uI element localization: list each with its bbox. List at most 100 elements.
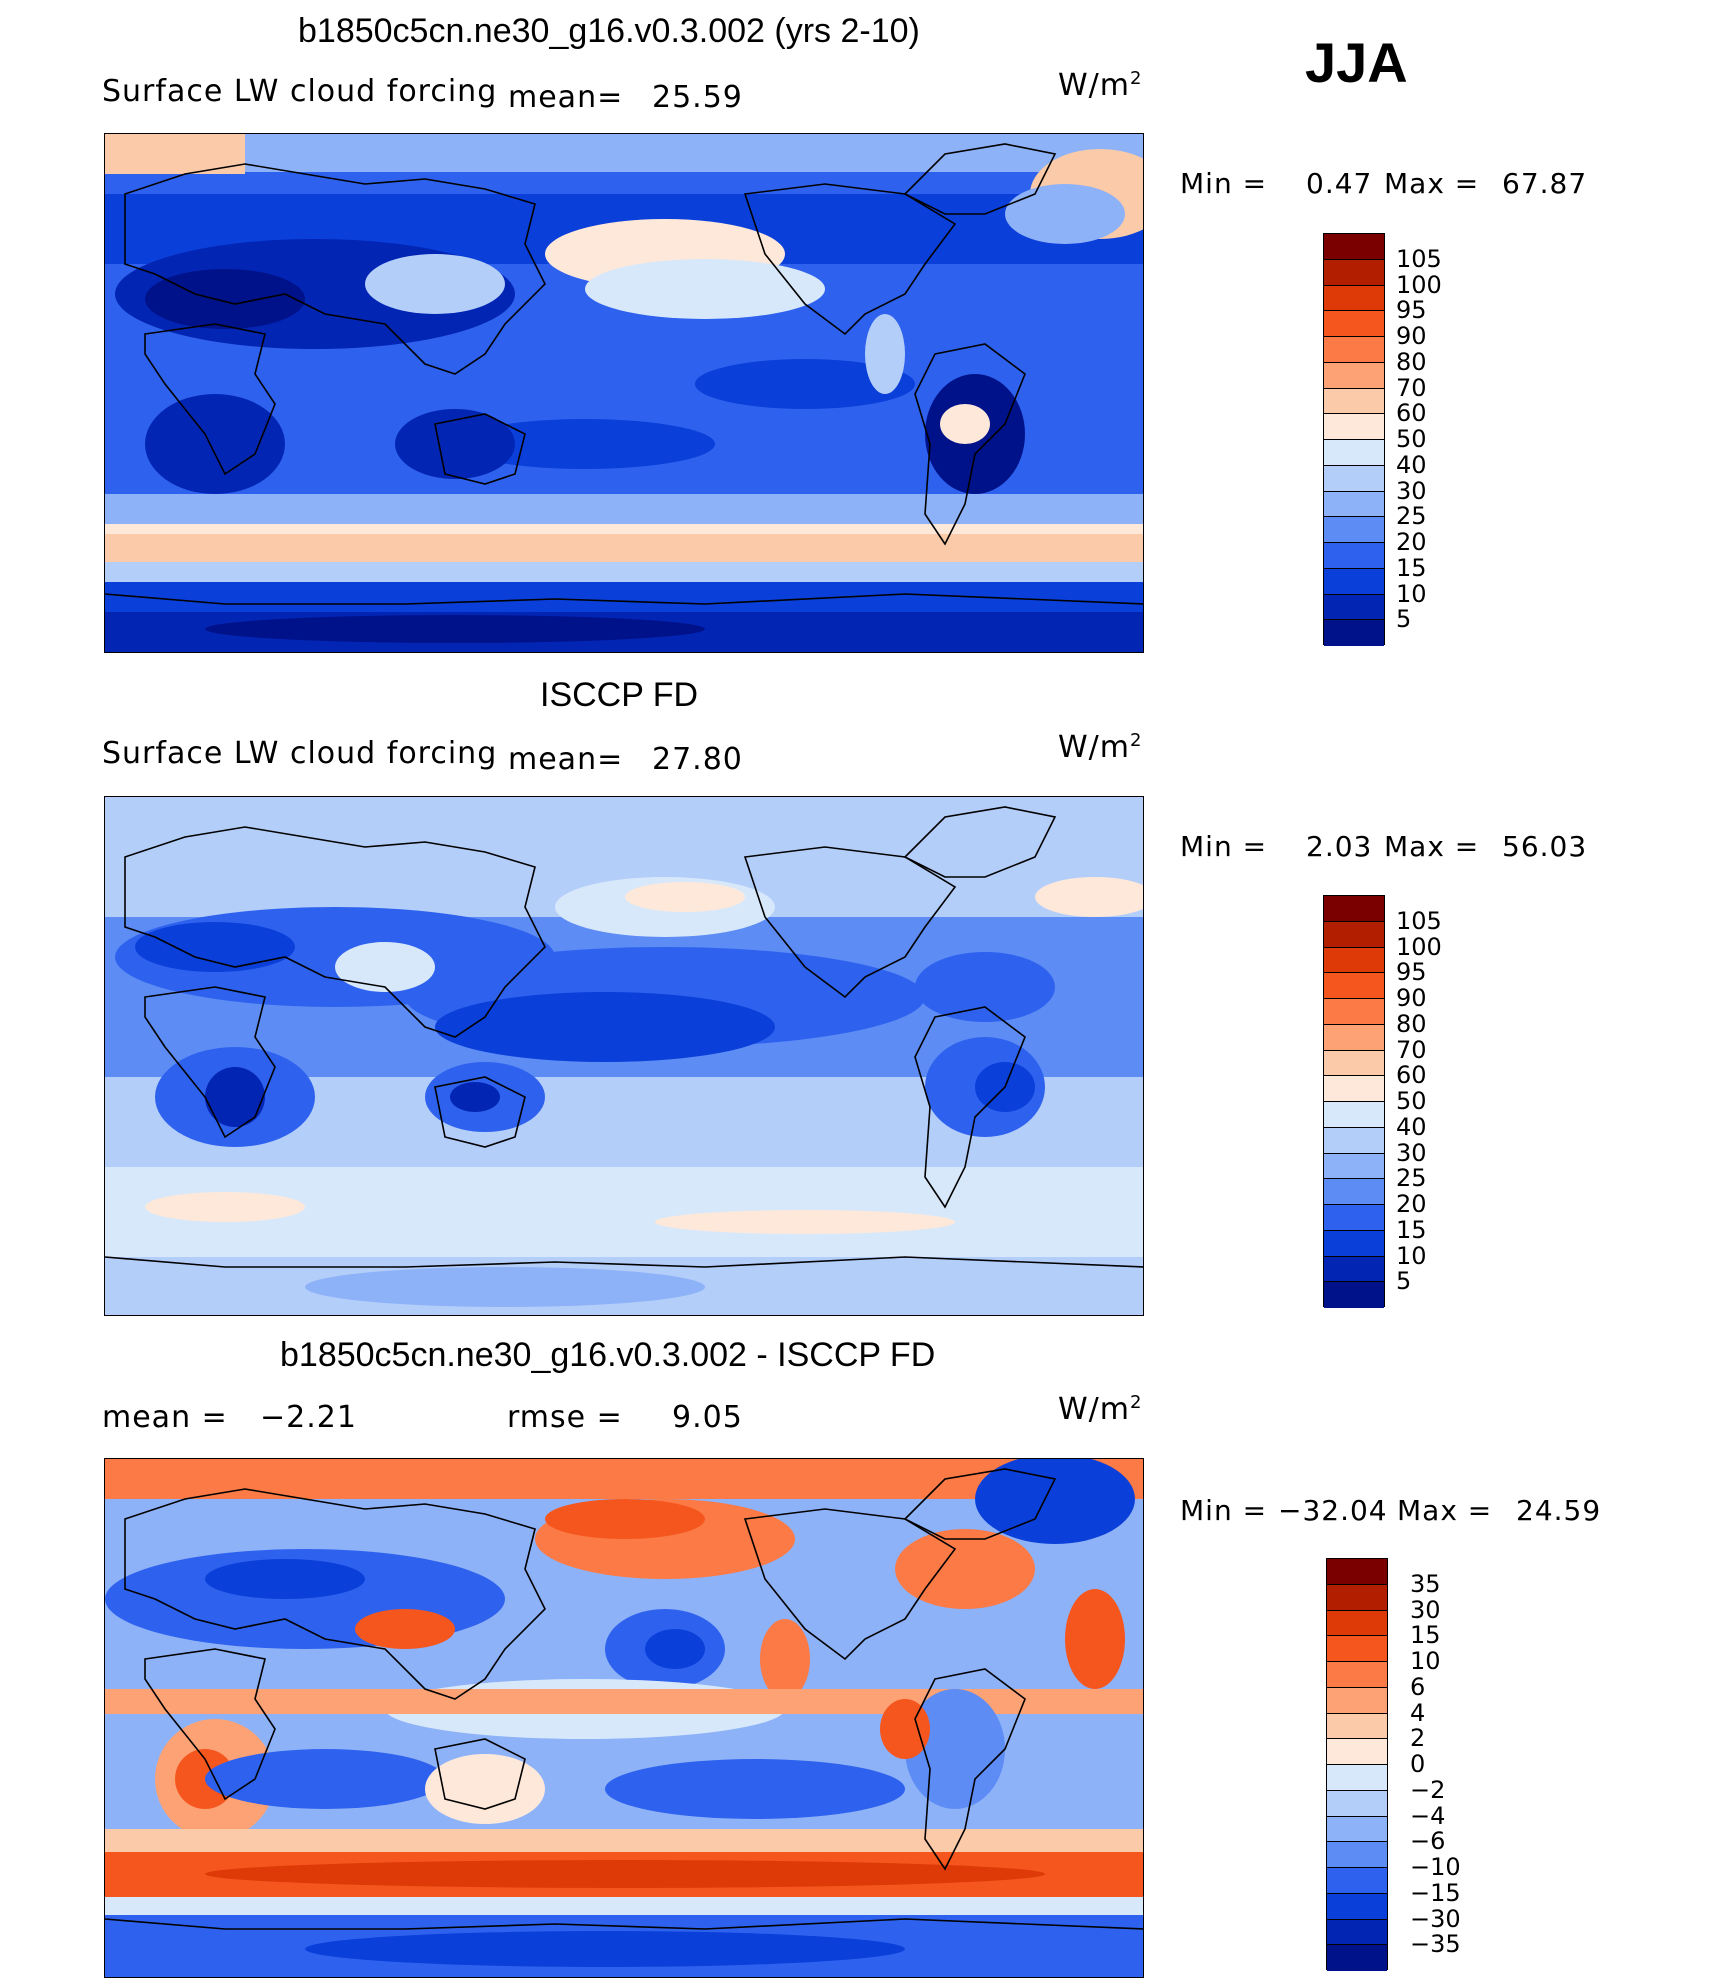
colorbar-label: 25 [1396,1164,1427,1193]
panel1-min-value: 0.47 [1306,167,1373,200]
panel3-map [104,1458,1144,1978]
colorbar-swatch [1324,337,1384,363]
panel1-max-label: Max = [1384,167,1480,200]
colorbar-label: 35 [1410,1569,1441,1598]
colorbar-swatch [1324,921,1384,948]
colorbar-swatch [1327,1713,1387,1740]
panel2-min-value: 2.03 [1306,830,1373,863]
colorbar-label: −30 [1410,1904,1461,1933]
colorbar-swatch [1324,1282,1384,1308]
colorbar-swatch [1324,1127,1384,1154]
panel1-colorbar [1323,233,1385,646]
colorbar-label: 30 [1410,1595,1441,1624]
panel2-variable: Surface LW cloud forcing [102,736,498,771]
colorbar-label: 40 [1396,1112,1427,1141]
panel2-contour-field [105,797,1143,1315]
panel3-min-value: −32.04 [1278,1494,1388,1527]
panel1-mean-label: mean= [508,80,624,115]
panel2-mean-label: mean= [508,742,624,777]
panel1-map [104,133,1144,653]
colorbar-swatch [1324,517,1384,543]
colorbar-swatch [1324,311,1384,337]
colorbar-swatch [1324,491,1384,518]
colorbar-swatch [1324,465,1384,492]
colorbar-swatch [1327,1687,1387,1714]
colorbar-label: 0 [1410,1750,1426,1778]
colorbar-swatch [1324,1179,1384,1205]
colorbar-swatch [1324,896,1384,922]
colorbar-swatch [1327,1765,1387,1791]
colorbar-label: 30 [1396,1138,1427,1167]
panel1-contour-field [105,134,1143,652]
colorbar-label: 5 [1396,1267,1412,1296]
colorbar-swatch [1327,1816,1387,1843]
colorbar-label: 50 [1396,425,1427,453]
colorbar-swatch [1327,1893,1387,1920]
colorbar-label: 20 [1396,528,1427,556]
panel2-mean-value: 27.80 [652,742,743,777]
colorbar-label: 90 [1396,984,1427,1012]
colorbar-swatch [1324,259,1384,286]
colorbar-swatch [1327,1790,1387,1817]
panel2-min-label: Min = [1180,830,1268,863]
panel2-max-label: Max = [1384,830,1480,863]
colorbar-label: 10 [1410,1647,1441,1675]
colorbar-swatch [1324,999,1384,1025]
panel3-rmse-value: 9.05 [672,1400,743,1435]
colorbar-swatch [1324,1076,1384,1102]
colorbar-label: 2 [1410,1724,1426,1753]
colorbar-swatch [1324,1256,1384,1283]
colorbar-label: −6 [1410,1827,1446,1856]
colorbar-swatch [1324,543,1384,569]
colorbar-swatch [1327,1739,1387,1765]
colorbar-label: 4 [1410,1698,1426,1727]
colorbar-label: 40 [1396,450,1427,479]
colorbar-label: 50 [1396,1087,1427,1115]
colorbar-swatch [1324,1102,1384,1128]
panel3-mean-label: mean = [102,1400,228,1435]
panel3-min-label: Min = [1180,1494,1268,1527]
colorbar-swatch [1327,1868,1387,1894]
colorbar-label: 80 [1396,1009,1427,1038]
panel1-title: b1850c5cn.ne30_g16.v0.3.002 (yrs 2-10) [298,12,920,50]
panel3-units: W/m2 [1058,1392,1143,1427]
panel1-min-label: Min = [1180,167,1268,200]
colorbar-swatch [1327,1584,1387,1611]
colorbar-swatch [1324,594,1384,621]
panel3-mean-value: −2.21 [260,1400,357,1435]
colorbar-label: 90 [1396,322,1427,350]
colorbar-label: 10 [1396,579,1427,608]
colorbar-swatch [1324,1153,1384,1180]
colorbar-swatch [1327,1559,1387,1585]
colorbar-label: −15 [1410,1878,1461,1907]
colorbar-label: 95 [1396,296,1427,325]
colorbar-label: 30 [1396,476,1427,505]
panel2-units: W/m2 [1058,730,1143,765]
colorbar-swatch [1324,1205,1384,1231]
colorbar-label: −35 [1410,1930,1461,1959]
panel3-title: b1850c5cn.ne30_g16.v0.3.002 - ISCCP FD [280,1336,936,1374]
colorbar-swatch [1324,620,1384,646]
panel3-contour-field [105,1459,1143,1977]
colorbar-swatch [1324,1230,1384,1257]
colorbar-label: 60 [1396,399,1427,428]
colorbar-label: 70 [1396,1035,1427,1064]
colorbar-swatch [1327,1636,1387,1662]
colorbar-label: −10 [1410,1853,1461,1881]
panel2-max-value: 56.03 [1502,830,1588,863]
panel1-max-value: 67.87 [1502,167,1588,200]
colorbar-label: 15 [1396,553,1427,582]
colorbar-swatch [1324,414,1384,440]
panel2-map [104,796,1144,1316]
colorbar-swatch [1324,440,1384,466]
panel3-max-value: 24.59 [1516,1494,1602,1527]
colorbar-swatch [1324,285,1384,312]
colorbar-label: 5 [1396,605,1412,634]
colorbar-label: 25 [1396,502,1427,531]
panel2-colorbar [1323,895,1385,1308]
colorbar-swatch [1324,973,1384,999]
colorbar-label: 100 [1396,932,1442,961]
colorbar-label: −2 [1410,1775,1446,1804]
colorbar-swatch [1327,1842,1387,1868]
colorbar-swatch [1327,1919,1387,1946]
